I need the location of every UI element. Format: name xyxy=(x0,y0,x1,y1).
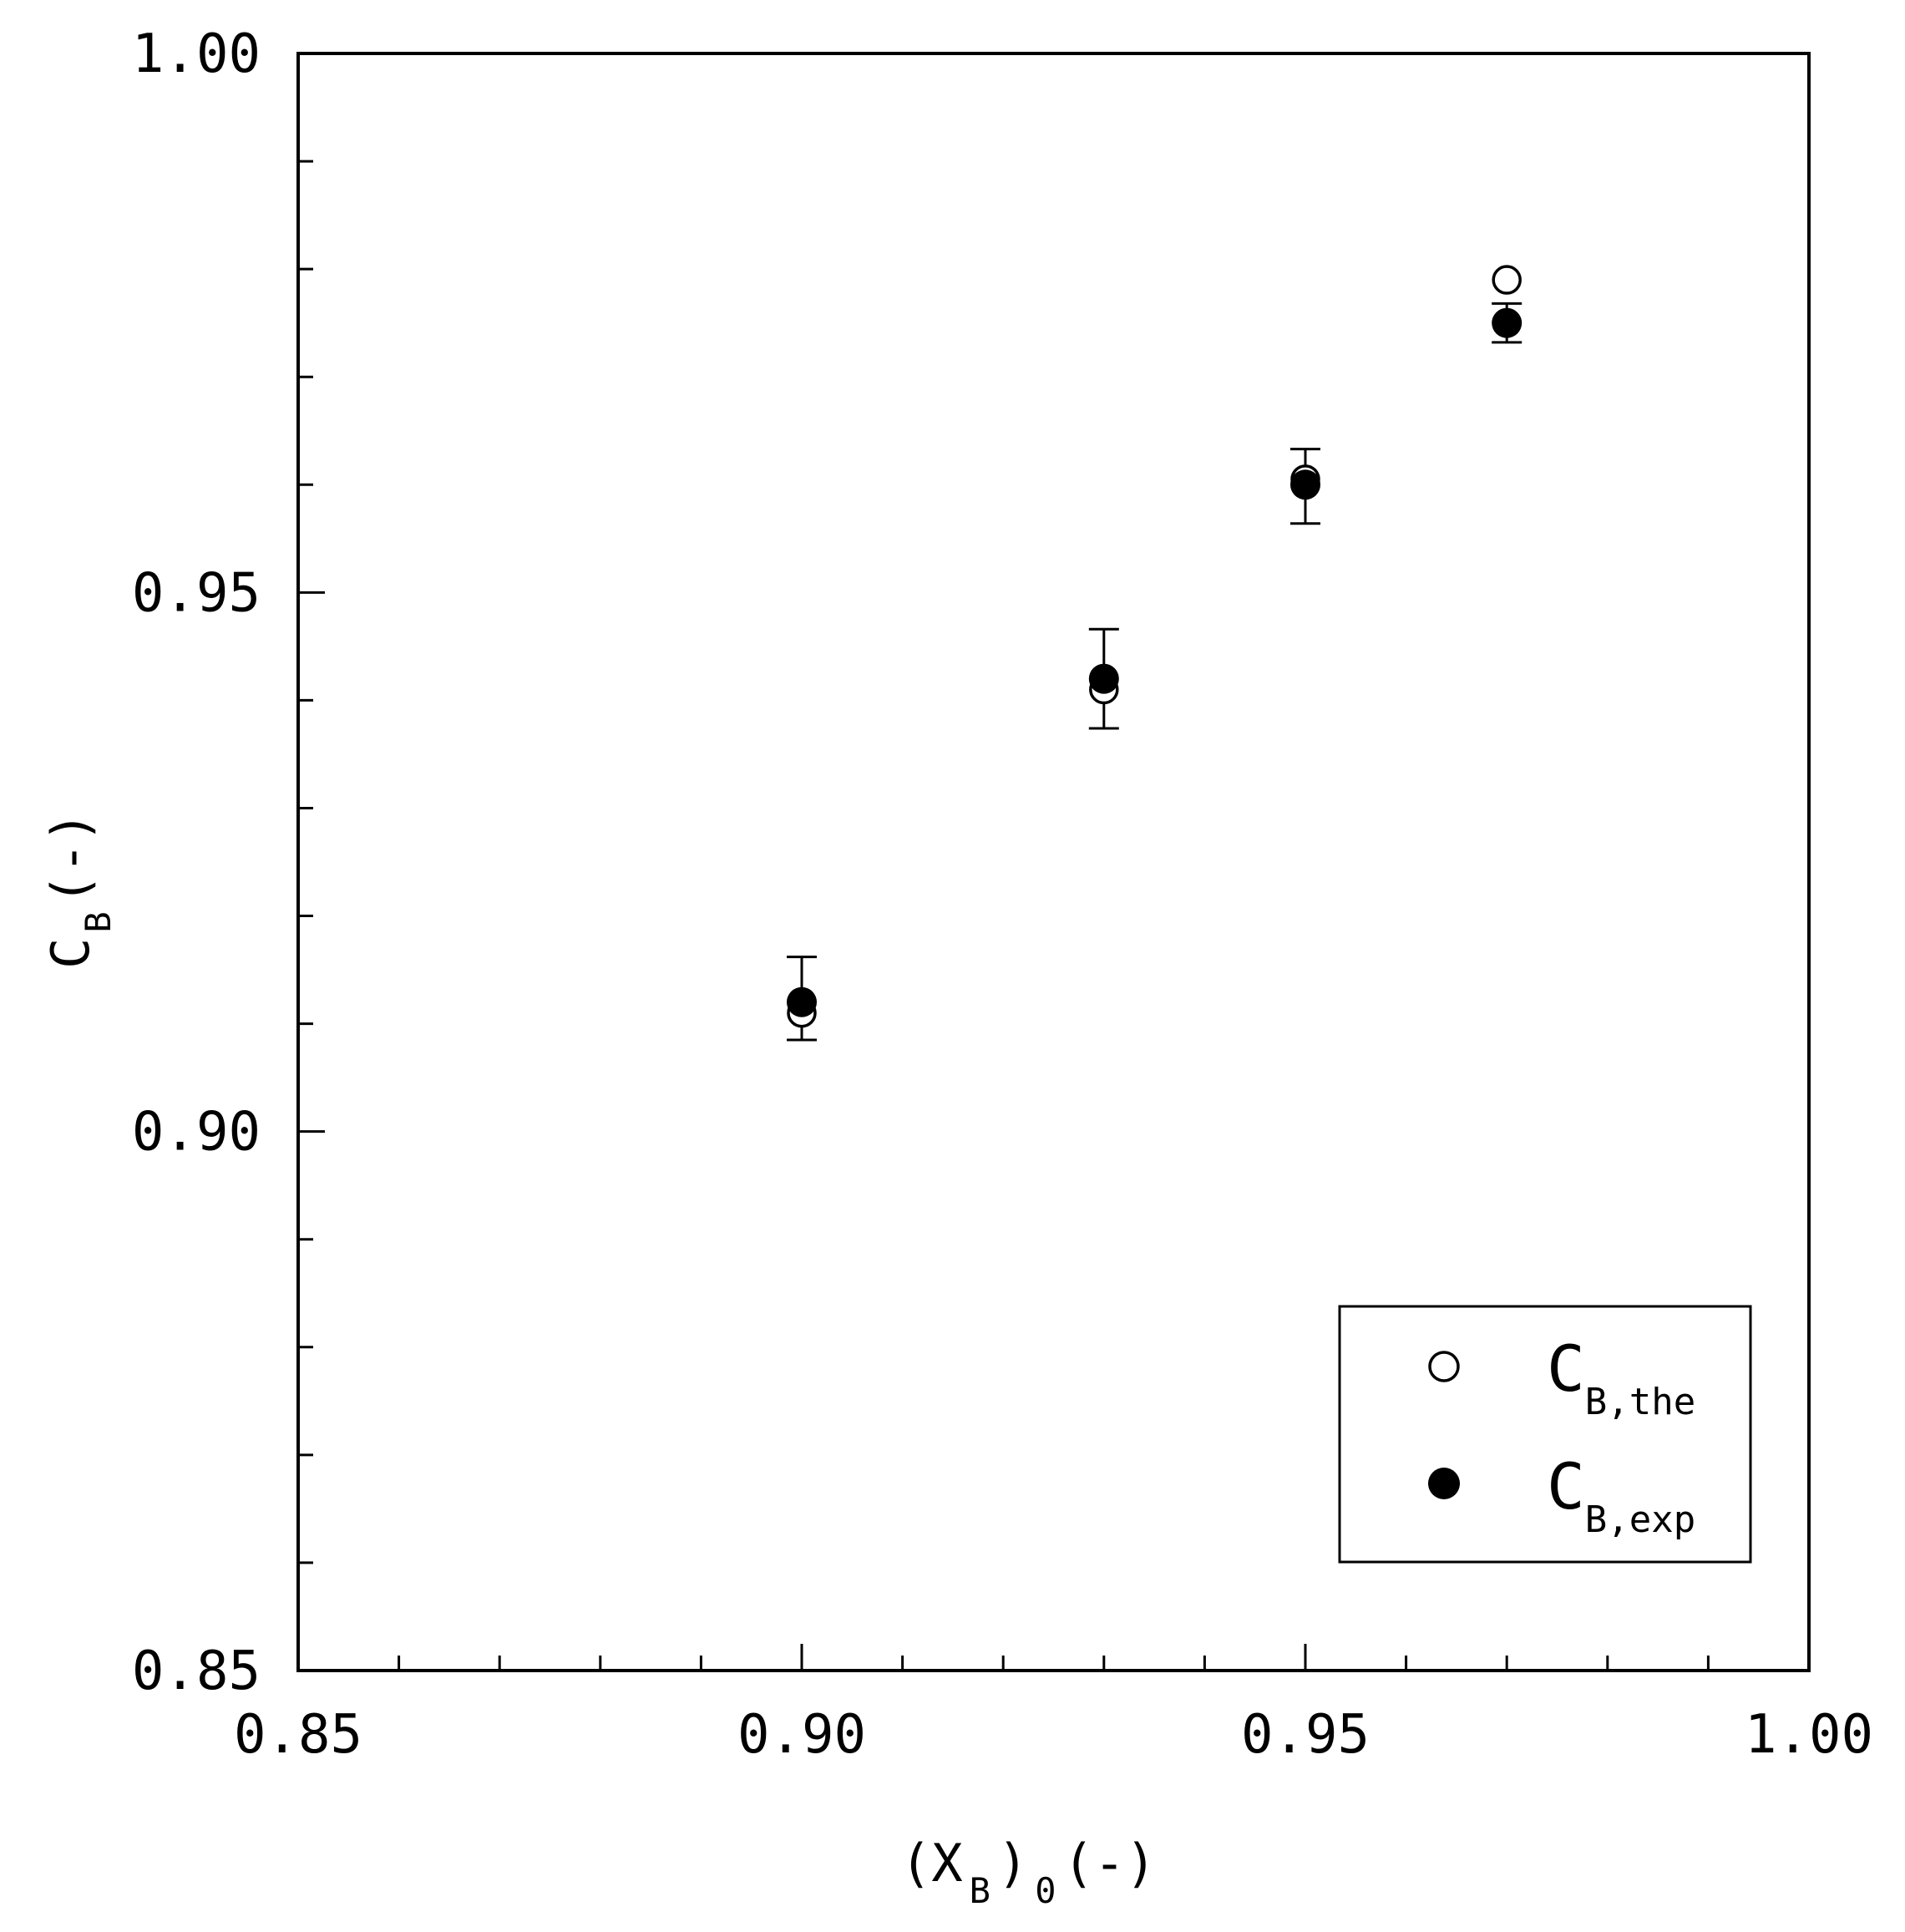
theory-point xyxy=(1492,265,1522,295)
x-tick-label: 0.85 xyxy=(234,1704,362,1766)
x-tick-label: 1.00 xyxy=(1745,1704,1873,1766)
error-bars xyxy=(787,302,1522,1042)
legend-label-experiment: CB,exp xyxy=(1547,1449,1695,1541)
experiment-point xyxy=(1088,663,1119,694)
x-axis-label: (X B) 0 (-) xyxy=(900,1833,1157,1911)
legend-label-theory: CB,the xyxy=(1547,1331,1695,1423)
legend-box xyxy=(1338,1305,1752,1564)
y-tick-label: 0.90 xyxy=(132,1102,261,1164)
legend: CB,the CB,exp xyxy=(1338,1305,1752,1564)
y-tick-label: 0.85 xyxy=(132,1640,261,1702)
legend-marker-experiment xyxy=(1428,1468,1460,1499)
experiment-point xyxy=(1290,469,1320,500)
y-tick-label: 1.00 xyxy=(132,23,261,85)
legend-marker-theory xyxy=(1428,1351,1460,1382)
x-tick-label: 0.90 xyxy=(737,1704,866,1766)
plot-frame xyxy=(296,52,1811,1672)
experiment-point xyxy=(1492,307,1522,338)
y-tick-label: 0.95 xyxy=(132,562,261,624)
experiment-point xyxy=(787,986,817,1017)
axis-ticks xyxy=(298,160,1710,1671)
tick-labels: 0.85 0.90 0.95 1.00 0.85 0.90 0.95 1.00 xyxy=(132,23,1873,1766)
y-axis-label: CB(-) xyxy=(40,811,119,969)
x-tick-label: 0.95 xyxy=(1241,1704,1370,1766)
data-points xyxy=(787,265,1522,1028)
